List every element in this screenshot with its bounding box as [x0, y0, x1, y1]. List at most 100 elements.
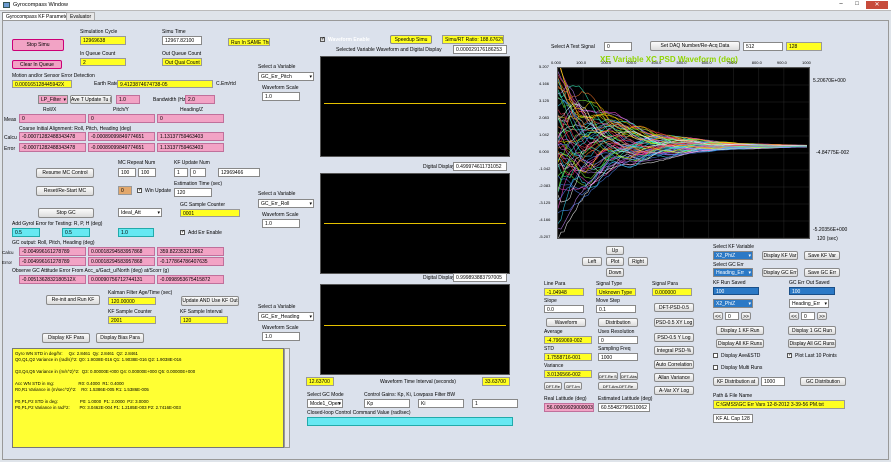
gc-prev-button[interactable]: << [789, 312, 799, 320]
resume-mc-control-button[interactable]: Resume MC Control [36, 168, 94, 178]
set-daq-button[interactable]: Set DAQ Number/Re-Acq Data [650, 41, 740, 51]
display-multi-runs-checkbox[interactable] [713, 365, 718, 370]
bw-input[interactable]: 1 [472, 399, 518, 408]
meas-heading[interactable]: 0 [157, 114, 224, 123]
ideal-att-select[interactable]: Ideal_Att [118, 208, 162, 217]
gc-mode-select[interactable]: Mode1_Open [307, 399, 343, 408]
display-kf-var-button[interactable]: Display KF Var [762, 251, 798, 260]
kf-update-num-input[interactable]: 1 [174, 168, 188, 177]
filter-select[interactable]: LP_Filter [38, 95, 68, 104]
slope-value[interactable]: 0.0 [544, 305, 584, 313]
noise-r[interactable]: 0.5 [12, 228, 40, 237]
variable-select-3[interactable]: GC_Err_Heading [258, 312, 314, 321]
test-signal-input[interactable]: 0 [604, 42, 632, 51]
left-button[interactable]: Left [582, 257, 602, 266]
dft-im-button[interactable]: DFT-Im [564, 382, 582, 390]
kf-prev-button[interactable]: << [713, 312, 723, 320]
gc-err-select[interactable]: Heading_Err [713, 268, 753, 277]
add-err-enable-checkbox[interactable] [180, 229, 185, 235]
stop-simu-button[interactable]: Stop Simu [12, 39, 64, 51]
display-all-gc-runs-button[interactable]: Display All GC Runs [788, 339, 836, 348]
tab-kf-parameter[interactable]: Gyrocompass KF Parameter [2, 12, 74, 20]
kf-run-index[interactable]: 0 [725, 312, 739, 320]
dft-am-button[interactable]: DFT-Am-DFT-Re [598, 382, 638, 390]
notes-scrollbar[interactable] [284, 348, 290, 448]
speedup-simu-button[interactable]: Speedup Simu [390, 35, 432, 44]
close-button[interactable]: ✕ [866, 1, 888, 9]
mc-repeat-num-input[interactable]: 100 [118, 168, 136, 177]
reinit-run-kf-button[interactable]: Re-init and Run KF [46, 295, 100, 305]
tab-evaluator[interactable]: Evaluator [66, 12, 96, 20]
auto-correlation-button[interactable]: Auto Correlation [654, 360, 694, 369]
integral-psd-button[interactable]: Integral PSD-% [654, 346, 694, 355]
line-para-value[interactable]: -1.04948 [544, 288, 584, 296]
save-kf-var-button[interactable]: Save KF Var [804, 251, 840, 260]
display-ave-std-checkbox[interactable] [713, 353, 718, 358]
waveform-scale-1[interactable]: 1.0 [262, 92, 300, 101]
time-start[interactable]: 12.63700 [306, 377, 334, 386]
update-and-use-kf-button[interactable]: Update AND Use KF Out [181, 296, 239, 306]
display-1-gc-run-button[interactable]: Display 1 GC Run [788, 326, 836, 335]
ave-t-update-value[interactable]: 1.0 [116, 95, 140, 104]
dft-re-sqr-button[interactable]: DFT-Re Sqr [598, 372, 618, 380]
sampling-freq-value[interactable]: 1000 [598, 353, 638, 361]
gc-next-button[interactable]: >> [817, 312, 827, 320]
move-step-value[interactable]: 0.1 [596, 305, 636, 313]
bandwidth-value[interactable]: 2.0 [185, 95, 215, 104]
noise-h[interactable]: 1.0 [118, 228, 154, 237]
real-lat-value[interactable]: 56.00009929000003 [544, 403, 594, 412]
distribution-value[interactable]: 1000 [761, 377, 785, 386]
dft-re-button[interactable]: DFT-Re [544, 382, 562, 390]
clear-in-queue-button[interactable]: Clear In Queue [12, 60, 62, 69]
kf-variable-select-2[interactable]: X2_PhiZ [713, 299, 753, 308]
psd-y-log-button[interactable]: PSD-0.5 Y Log [654, 333, 694, 342]
meas-pitch[interactable]: 0 [88, 114, 155, 123]
kf-update-val[interactable]: 0 [190, 168, 206, 177]
gc-run-index[interactable]: 0 [801, 312, 815, 320]
plot-button[interactable]: Plot [606, 257, 624, 266]
plot-last-10-checkbox[interactable] [787, 352, 792, 358]
mc-repeat-val[interactable]: 100 [138, 168, 156, 177]
minimize-button[interactable]: – [839, 1, 843, 7]
maximize-button[interactable]: □ [855, 1, 859, 7]
display-bias-para-button[interactable]: Display Bias Para [96, 333, 144, 343]
variable-select-2[interactable]: GC_Err_Roll [258, 199, 314, 208]
gc-distribution-button[interactable]: GC Distribution [800, 377, 846, 386]
win-update-checkbox[interactable] [137, 187, 142, 193]
up-button[interactable]: Up [606, 246, 624, 255]
allan-variance-button[interactable]: Allan Variance [654, 373, 694, 382]
ki-input[interactable]: Ki [418, 399, 464, 408]
daq-number[interactable]: 512 [743, 42, 783, 51]
kf-next-button[interactable]: >> [741, 312, 751, 320]
psd-xy-log-button[interactable]: PSD-0.5 XY Log [654, 318, 694, 327]
ave-t-update-button[interactable]: Ave T Update Tu (sec) [70, 95, 112, 104]
display-all-kf-runs-button[interactable]: Display All KF Runs [716, 339, 764, 348]
dft-abs-button[interactable]: DFT-Abs [620, 372, 638, 380]
time-end[interactable]: 33.63700 [482, 377, 510, 386]
est-time-value[interactable]: 120 [174, 188, 212, 197]
kf-variable-select[interactable]: X2_PhiZ [713, 251, 753, 260]
distribution-button[interactable]: Distribution [598, 318, 638, 327]
kf-distribution-button[interactable]: KF Distribution at [713, 377, 759, 386]
waveform-scale-2[interactable]: 1.0 [262, 219, 300, 228]
stop-gc-button[interactable]: Stop GC [38, 208, 94, 218]
display-1-kf-run-button[interactable]: Display 1 KF Run [716, 326, 764, 335]
uses-resolution-value[interactable]: 0 [598, 336, 638, 344]
waveform-scale-3[interactable]: 1.0 [262, 332, 300, 341]
right-button[interactable]: Right [628, 257, 648, 266]
allan-log-button[interactable]: A-Var XY Log [654, 386, 694, 395]
waveform-button[interactable]: Waveform [546, 318, 586, 327]
kp-input[interactable]: Kp [364, 399, 410, 408]
save-gc-err-button[interactable]: Save GC Err [804, 268, 840, 277]
meas-roll[interactable]: 0 [19, 114, 86, 123]
path-value[interactable]: C:\GMSS\GC Err Vars 12-8-2012 3-39-56 PM… [713, 400, 845, 409]
dft-psd-button[interactable]: DFT-PSD-0.5 [654, 303, 694, 312]
down-button[interactable]: Down [606, 268, 624, 277]
gc-err-select-2[interactable]: Heading_Err [789, 299, 829, 308]
variable-select-1[interactable]: GC_Err_Pitch [258, 72, 314, 81]
run-same-thread-button[interactable]: Run In SAME Thread [228, 38, 270, 46]
display-kf-para-button[interactable]: Display KF Para [42, 333, 90, 343]
reset-restart-mc-button[interactable]: Reset/Re-Start MC [36, 186, 94, 196]
waveform-enable-checkbox[interactable] [320, 36, 325, 42]
display-gc-err-button[interactable]: Display GC Err [762, 268, 798, 277]
